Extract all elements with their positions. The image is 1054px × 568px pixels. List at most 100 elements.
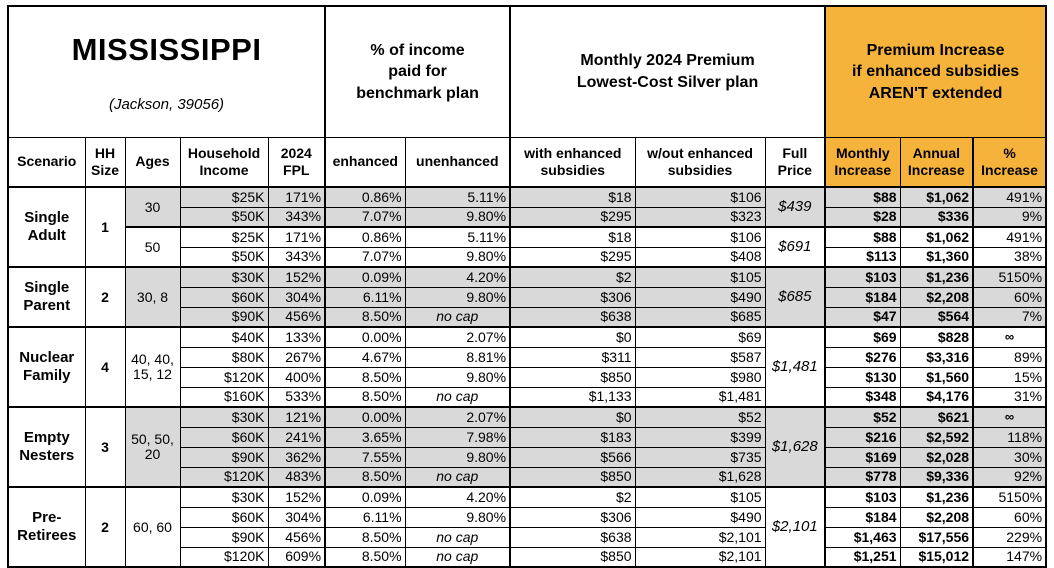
enhanced-pct-cell: 8.50% — [324, 306, 406, 328]
fpl-cell: 241% — [267, 426, 326, 448]
premium-with-subsidies-cell: $638 — [509, 306, 636, 328]
annual-increase-cell: $4,176 — [899, 386, 974, 408]
full-price-cell: $691 — [764, 226, 826, 268]
income-cell: $30K — [179, 486, 269, 508]
premium-without-subsidies-cell: $106 — [634, 186, 766, 208]
full-price-cell: $1,628 — [764, 406, 826, 488]
pct-increase-cell: ∞ — [972, 326, 1047, 348]
unenhanced-pct-cell: 9.80% — [404, 446, 511, 468]
pct-increase-cell: 89% — [972, 346, 1047, 368]
unenhanced-pct-cell: 9.80% — [404, 366, 511, 388]
premium-with-subsidies-cell: $0 — [509, 326, 636, 348]
fpl-cell: 343% — [267, 246, 326, 268]
annual-increase-cell: $2,208 — [899, 506, 974, 528]
unenhanced-pct-cell: no cap — [404, 546, 511, 568]
unenhanced-pct-cell: 9.80% — [404, 206, 511, 228]
annual-increase-cell: $2,028 — [899, 446, 974, 468]
enhanced-pct-cell: 7.07% — [324, 246, 406, 268]
premium-with-subsidies-cell: $2 — [509, 266, 636, 288]
hh-size-cell: 4 — [84, 326, 126, 408]
premium-with-subsidies-cell: $18 — [509, 226, 636, 248]
monthly-increase-cell: $1,463 — [824, 526, 901, 548]
premium-without-subsidies-cell: $408 — [634, 246, 766, 268]
pct-increase-cell: 31% — [972, 386, 1047, 408]
income-cell: $60K — [179, 286, 269, 308]
pct-increase-cell: 30% — [972, 446, 1047, 468]
hh-size-cell: 3 — [84, 406, 126, 488]
premium-without-subsidies-cell: $587 — [634, 346, 766, 368]
full-price-cell: $1,481 — [764, 326, 826, 408]
monthly-increase-cell: $28 — [824, 206, 901, 228]
unenhanced-pct-cell: no cap — [404, 526, 511, 548]
premium-without-subsidies-cell: $52 — [634, 406, 766, 428]
pct-increase-cell: 38% — [972, 246, 1047, 268]
enhanced-pct-cell: 4.67% — [324, 346, 406, 368]
monthly-increase-cell: $88 — [824, 226, 901, 248]
fpl-cell: 533% — [267, 386, 326, 408]
fpl-cell: 362% — [267, 446, 326, 468]
income-cell: $90K — [179, 446, 269, 468]
col-header-pct-increase: % Increase — [972, 136, 1047, 189]
fpl-cell: 304% — [267, 506, 326, 528]
col-header-ages: Ages — [124, 136, 181, 189]
premium-without-subsidies-cell: $105 — [634, 266, 766, 288]
income-cell: $90K — [179, 306, 269, 328]
scenario-cell: Pre-Retirees — [7, 486, 86, 568]
premium-with-subsidies-cell: $850 — [509, 546, 636, 568]
annual-increase-cell: $1,236 — [899, 266, 974, 288]
unenhanced-pct-cell: 5.11% — [404, 186, 511, 208]
unenhanced-pct-cell: no cap — [404, 386, 511, 408]
unenhanced-pct-cell: 7.98% — [404, 426, 511, 448]
pct-increase-cell: 229% — [972, 526, 1047, 548]
unenhanced-pct-cell: 8.81% — [404, 346, 511, 368]
col-header-income: Household Income — [179, 136, 269, 189]
premium-with-subsidies-cell: $295 — [509, 206, 636, 228]
annual-increase-cell: $564 — [899, 306, 974, 328]
premium-without-subsidies-cell: $980 — [634, 366, 766, 388]
pct-increase-cell: 118% — [972, 426, 1047, 448]
premium-with-subsidies-cell: $638 — [509, 526, 636, 548]
pct-increase-cell: 15% — [972, 366, 1047, 388]
pct-increase-cell: 60% — [972, 286, 1047, 308]
monthly-increase-cell: $130 — [824, 366, 901, 388]
unenhanced-pct-cell: 2.07% — [404, 406, 511, 428]
fpl-cell: 152% — [267, 266, 326, 288]
annual-increase-cell: $336 — [899, 206, 974, 228]
premium-with-subsidies-cell: $295 — [509, 246, 636, 268]
monthly-increase-cell: $169 — [824, 446, 901, 468]
income-cell: $40K — [179, 326, 269, 348]
state-title-cell: MISSISSIPPI (Jackson, 39056) — [7, 5, 326, 138]
benchmark-group-header: % of income paid for benchmark plan — [324, 5, 511, 138]
hh-size-cell: 2 — [84, 486, 126, 568]
premium-with-subsidies-cell: $2 — [509, 486, 636, 508]
fpl-cell: 483% — [267, 466, 326, 488]
fpl-cell: 609% — [267, 546, 326, 568]
enhanced-pct-cell: 0.86% — [324, 186, 406, 208]
enhanced-pct-cell: 0.09% — [324, 486, 406, 508]
monthly-increase-cell: $52 — [824, 406, 901, 428]
premium-without-subsidies-cell: $685 — [634, 306, 766, 328]
enhanced-pct-cell: 8.50% — [324, 466, 406, 488]
table-header: MISSISSIPPI (Jackson, 39056) % of income… — [7, 5, 1047, 189]
unenhanced-pct-cell: 2.07% — [404, 326, 511, 348]
fpl-cell: 304% — [267, 286, 326, 308]
col-header-monthly-increase: Monthly Increase — [824, 136, 901, 189]
premium-with-subsidies-cell: $850 — [509, 466, 636, 488]
unenhanced-pct-cell: 4.20% — [404, 266, 511, 288]
monthly-increase-cell: $184 — [824, 506, 901, 528]
col-header-without-subsidies: w/out enhanced subsidies — [634, 136, 766, 189]
premium-with-subsidies-cell: $0 — [509, 406, 636, 428]
premium-without-subsidies-cell: $69 — [634, 326, 766, 348]
scenario-cell: Empty Nesters — [7, 406, 86, 488]
ages-cell: 50, 50, 20 — [124, 406, 181, 488]
premium-with-subsidies-cell: $18 — [509, 186, 636, 208]
annual-increase-cell: $828 — [899, 326, 974, 348]
annual-increase-cell: $17,556 — [899, 526, 974, 548]
scenario-cell: Nuclear Family — [7, 326, 86, 408]
income-cell: $50K — [179, 246, 269, 268]
scenario-cell: Single Parent — [7, 266, 86, 328]
unenhanced-pct-cell: 9.80% — [404, 286, 511, 308]
fpl-cell: 456% — [267, 526, 326, 548]
enhanced-pct-cell: 8.50% — [324, 366, 406, 388]
annual-increase-cell: $2,208 — [899, 286, 974, 308]
